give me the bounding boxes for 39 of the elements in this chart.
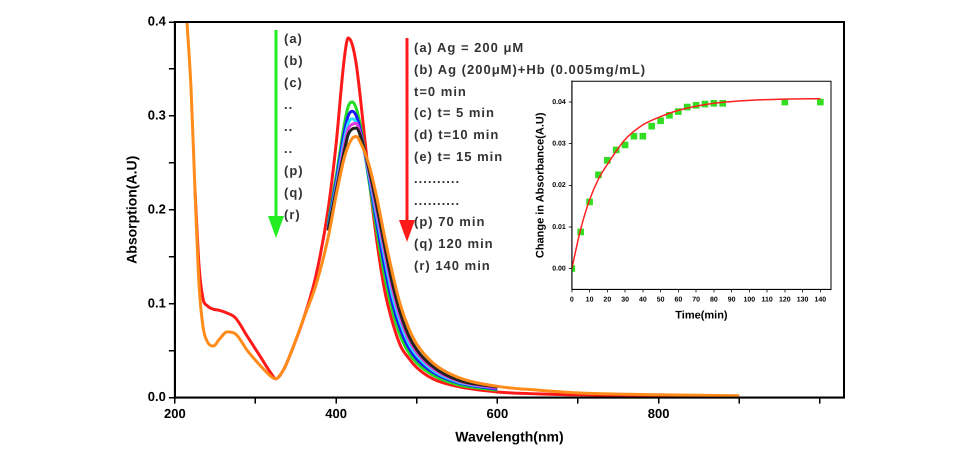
y-tick-label: 0.0 [148,389,166,404]
point [622,142,628,148]
annotation: (c) t= 5 min [414,105,495,120]
annotation: (a) Ag = 200 μM [414,39,526,57]
annotation: (c) [284,74,304,92]
annotation: (b) Ag (200μM)+Hb (0.005mg/mL) [414,60,646,79]
point [640,132,646,140]
annotation: (r) [284,206,302,224]
annotation: .. [284,96,294,114]
annotation: t=0 min [414,84,467,99]
point [657,117,664,124]
x-tick-label: 800 [648,406,670,421]
annotation: (b) [284,52,304,70]
annotation: (q) [284,184,304,202]
x-axis-title: Time(min) [675,309,728,322]
annotation: .. [284,118,294,136]
annotation: .......... [414,192,460,208]
x-axis-title: Wavelength(nm) [455,428,564,444]
y-tick-label: 0.4 [148,14,167,29]
annotation: (p) 70 min [414,214,486,230]
annotation: (a) [284,30,304,48]
point [648,122,656,130]
x-tick-label: 400 [325,406,347,421]
y-tick-label: 0.2 [148,201,166,216]
y-tick-label: 0.1 [148,295,166,310]
point [630,132,638,140]
annotation: (e) t= 15 min [414,148,504,164]
y-axis-title: Absorption(A.U) [123,156,140,264]
annotation: .......... [414,170,460,186]
x-tick-label: 200 [164,406,186,421]
annotation: (r) 140 min [414,258,491,273]
annotation: (d) t=10 min [414,127,500,142]
y-axis-title: Change in Absorbance(A.U) [534,112,547,258]
x-tick-label: 600 [486,406,508,421]
point [817,98,824,106]
annotation: (q) 120 min [414,236,494,252]
annotation: (p) [284,162,304,180]
y-tick-label: 0.3 [148,107,166,122]
annotation: .. [284,140,294,158]
